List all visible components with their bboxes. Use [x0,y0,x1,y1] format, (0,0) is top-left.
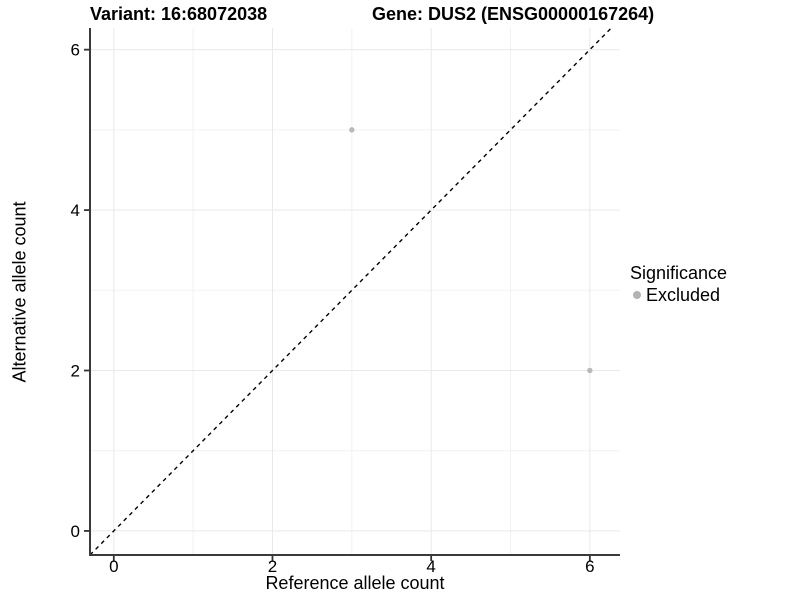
y-axis-title: Alternative allele count [9,201,30,383]
variant-title: Variant: 16:68072038 [90,4,268,24]
data-point [587,367,593,374]
x-tick-label: 6 [585,557,594,576]
legend-item-label: Excluded [646,285,721,305]
legend-point-icon [633,291,641,299]
identity-dashed-line [89,27,612,556]
y-tick-label: 0 [71,522,80,541]
y-tick-label: 2 [71,362,80,381]
x-tick-label: 0 [109,557,118,576]
legend-title: Significance [630,263,728,283]
legend: Significance Excluded [630,262,727,306]
y-tick-label: 4 [71,201,80,220]
x-axis-title: Reference allele count [265,573,445,593]
legend-item-excluded: Excluded [630,284,727,306]
x-tick-label: 4 [426,557,435,576]
gene-title: Gene: DUS2 (ENSG00000167264) [372,4,655,24]
data-point [349,127,355,133]
y-tick-label: 6 [71,41,80,60]
x-tick-label: 2 [268,557,277,576]
